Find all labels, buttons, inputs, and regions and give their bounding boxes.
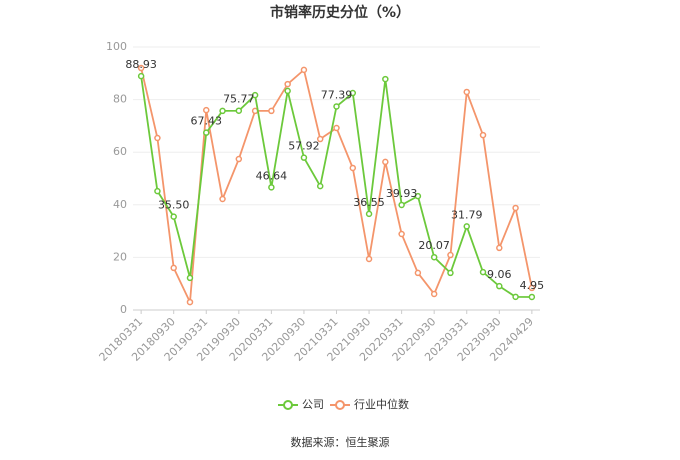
data-label: 35.50 — [158, 199, 190, 212]
data-point — [219, 195, 226, 203]
y-tick-label: 20 — [113, 250, 127, 263]
data-label: 88.93 — [125, 58, 157, 71]
data-point — [414, 269, 422, 277]
data-point — [154, 187, 161, 195]
data-label: 39.93 — [386, 187, 418, 200]
data-point — [430, 290, 438, 298]
data-point — [333, 124, 340, 132]
data-label: 57.92 — [288, 140, 320, 153]
data-point — [170, 213, 177, 220]
data-point — [186, 298, 194, 306]
y-tick-label: 40 — [113, 198, 127, 211]
data-point — [479, 268, 487, 276]
y-tick-label: 100 — [106, 40, 127, 53]
data-label: 9.06 — [487, 268, 512, 281]
data-point — [398, 201, 405, 209]
data-label: 31.79 — [451, 208, 483, 221]
data-point — [235, 155, 243, 163]
data-point — [170, 264, 177, 272]
data-point — [203, 106, 210, 114]
y-tick-label: 60 — [113, 145, 127, 158]
data-label: 46.64 — [256, 169, 288, 182]
data-point — [447, 269, 454, 277]
y-tick-label: 0 — [120, 303, 127, 316]
data-point — [333, 103, 340, 110]
data-point — [268, 184, 275, 191]
legend-marker[interactable] — [283, 400, 293, 410]
y-tick-label: 80 — [113, 93, 127, 106]
data-point — [430, 253, 438, 261]
data-point — [203, 129, 210, 136]
data-point — [316, 182, 324, 190]
legend-marker[interactable] — [335, 400, 345, 410]
data-point — [349, 164, 357, 172]
data-point — [137, 72, 145, 80]
data-point — [512, 204, 519, 212]
data-label: 75.77 — [223, 93, 255, 106]
data-point — [463, 223, 470, 230]
data-label: 36.55 — [353, 196, 385, 209]
data-point — [528, 293, 536, 301]
data-point — [284, 80, 291, 88]
data-point — [382, 158, 389, 166]
data-point — [300, 66, 308, 74]
data-label: 77.39 — [321, 88, 353, 101]
data-point — [365, 255, 373, 263]
data-point — [512, 293, 519, 301]
data-point — [382, 75, 389, 83]
data-point — [349, 89, 357, 97]
data-point — [528, 284, 536, 292]
data-point — [365, 210, 373, 218]
data-point — [447, 251, 454, 259]
legend-label[interactable]: 公司 — [302, 398, 324, 411]
legend-label[interactable]: 行业中位数 — [354, 397, 409, 411]
data-point — [496, 282, 503, 290]
data-point — [496, 244, 503, 252]
data-point — [463, 88, 470, 96]
data-point — [268, 107, 275, 115]
data-point — [284, 87, 291, 95]
data-point — [251, 91, 259, 99]
data-point — [398, 230, 405, 238]
data-label: 67.43 — [191, 115, 223, 128]
data-label: 20.07 — [418, 239, 450, 252]
data-point — [186, 274, 194, 282]
data-point — [414, 192, 422, 200]
data-point — [219, 107, 226, 115]
data-point — [316, 135, 324, 143]
data-point — [137, 64, 145, 72]
data-point — [479, 131, 487, 139]
data-point — [300, 154, 308, 161]
data-point — [154, 134, 161, 142]
data-label: 4.95 — [520, 279, 545, 292]
source-note: 数据来源：恒生聚源 — [291, 435, 390, 449]
data-point — [235, 107, 243, 114]
chart-title: 市销率历史分位（%） — [270, 4, 410, 21]
